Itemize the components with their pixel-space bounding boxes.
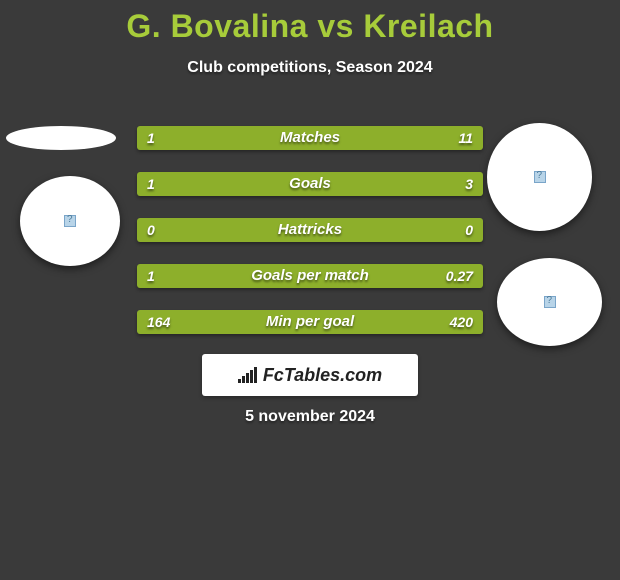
bar-value-right: 420: [450, 310, 473, 334]
stat-bar: Matches111: [137, 126, 483, 150]
bar-value-left: 1: [147, 172, 155, 196]
bar-value-left: 1: [147, 126, 155, 150]
brand-logo-icon: [238, 367, 257, 383]
stats-bars: Matches111Goals13Hattricks00Goals per ma…: [137, 126, 483, 356]
player-left-avatar: [20, 176, 120, 266]
bar-value-right: 11: [458, 126, 473, 150]
placeholder-icon: [64, 215, 76, 227]
bar-value-left: 1: [147, 264, 155, 288]
bar-label: Matches: [137, 126, 483, 150]
decorative-ellipse: [6, 126, 116, 150]
bar-value-left: 164: [147, 310, 170, 334]
page-title: G. Bovalina vs Kreilach: [0, 0, 620, 45]
bar-value-right: 0: [465, 218, 473, 242]
player-right-avatar-2: [497, 258, 602, 346]
bar-value-right: 3: [465, 172, 473, 196]
bar-label: Goals per match: [137, 264, 483, 288]
bar-label: Goals: [137, 172, 483, 196]
bar-value-right: 0.27: [446, 264, 473, 288]
stat-bar: Goals per match1 0.27: [137, 264, 483, 288]
brand-text: FcTables.com: [263, 365, 382, 386]
date-label: 5 november 2024: [0, 408, 620, 426]
stat-bar: Min per goal164 420: [137, 310, 483, 334]
brand-badge: FcTables.com: [202, 354, 418, 396]
bar-label: Min per goal: [137, 310, 483, 334]
subtitle: Club competitions, Season 2024: [0, 59, 620, 77]
bar-label: Hattricks: [137, 218, 483, 242]
placeholder-icon: [544, 296, 556, 308]
stat-bar: Hattricks0 0: [137, 218, 483, 242]
placeholder-icon: [534, 171, 546, 183]
player-right-avatar-1: [487, 123, 592, 231]
bar-value-left: 0: [147, 218, 155, 242]
stat-bar: Goals1 3: [137, 172, 483, 196]
